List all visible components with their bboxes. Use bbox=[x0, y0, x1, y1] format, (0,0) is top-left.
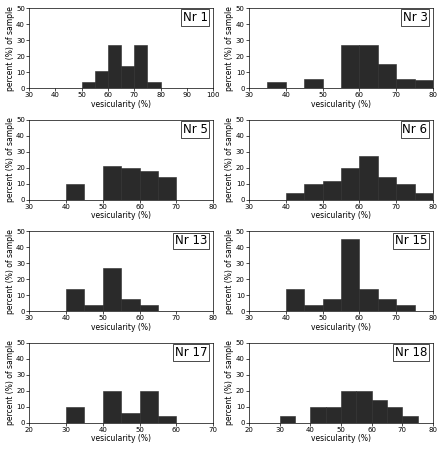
Bar bbox=[372, 401, 387, 423]
Y-axis label: percent (%) of sample: percent (%) of sample bbox=[225, 229, 234, 314]
Bar bbox=[140, 171, 158, 200]
Bar bbox=[396, 305, 415, 311]
Bar bbox=[140, 391, 158, 423]
Bar bbox=[140, 305, 158, 311]
Bar bbox=[286, 289, 304, 311]
Y-axis label: percent (%) of sample: percent (%) of sample bbox=[225, 117, 234, 202]
Bar bbox=[103, 391, 121, 423]
Text: Nr 15: Nr 15 bbox=[395, 234, 427, 247]
Bar bbox=[415, 80, 433, 88]
Text: Nr 5: Nr 5 bbox=[183, 123, 208, 136]
Bar bbox=[103, 268, 121, 311]
Bar bbox=[66, 289, 84, 311]
Bar bbox=[310, 407, 326, 423]
X-axis label: vesicularity (%): vesicularity (%) bbox=[311, 323, 371, 332]
Bar bbox=[326, 407, 341, 423]
Bar bbox=[121, 168, 140, 200]
Bar bbox=[402, 417, 418, 423]
Y-axis label: percent (%) of sample: percent (%) of sample bbox=[225, 340, 234, 425]
Bar bbox=[84, 305, 103, 311]
Bar bbox=[280, 417, 295, 423]
X-axis label: vesicularity (%): vesicularity (%) bbox=[91, 211, 151, 220]
Y-axis label: percent (%) of sample: percent (%) of sample bbox=[6, 340, 15, 425]
X-axis label: vesicularity (%): vesicularity (%) bbox=[311, 211, 371, 220]
Bar bbox=[286, 194, 304, 200]
Bar bbox=[387, 407, 402, 423]
Text: Nr 3: Nr 3 bbox=[403, 11, 427, 24]
Bar bbox=[341, 45, 359, 88]
Y-axis label: percent (%) of sample: percent (%) of sample bbox=[6, 117, 15, 202]
Bar bbox=[341, 239, 359, 311]
Bar bbox=[304, 79, 323, 88]
Bar bbox=[359, 289, 378, 311]
X-axis label: vesicularity (%): vesicularity (%) bbox=[311, 100, 371, 109]
Text: Nr 6: Nr 6 bbox=[402, 123, 427, 136]
Y-axis label: percent (%) of sample: percent (%) of sample bbox=[225, 6, 234, 91]
Bar bbox=[359, 45, 378, 88]
Text: Nr 17: Nr 17 bbox=[175, 346, 208, 359]
Bar bbox=[323, 180, 341, 200]
Bar bbox=[359, 157, 378, 200]
Y-axis label: percent (%) of sample: percent (%) of sample bbox=[6, 6, 15, 91]
Bar bbox=[108, 45, 121, 88]
Bar bbox=[415, 194, 433, 200]
Bar bbox=[268, 82, 286, 88]
Bar bbox=[396, 79, 415, 88]
Bar bbox=[103, 166, 121, 200]
Bar bbox=[378, 177, 396, 200]
Bar bbox=[396, 184, 415, 200]
Text: Nr 1: Nr 1 bbox=[183, 11, 208, 24]
Bar bbox=[158, 177, 176, 200]
Bar bbox=[304, 305, 323, 311]
Bar bbox=[82, 82, 95, 88]
Bar bbox=[158, 417, 176, 423]
Bar bbox=[341, 168, 359, 200]
Bar bbox=[323, 299, 341, 311]
Bar bbox=[121, 413, 140, 423]
X-axis label: vesicularity (%): vesicularity (%) bbox=[91, 100, 151, 109]
Text: Nr 13: Nr 13 bbox=[175, 234, 208, 247]
Bar bbox=[121, 66, 134, 88]
Bar bbox=[66, 407, 84, 423]
Bar bbox=[121, 299, 140, 311]
Text: Nr 18: Nr 18 bbox=[395, 346, 427, 359]
X-axis label: vesicularity (%): vesicularity (%) bbox=[91, 323, 151, 332]
Bar bbox=[341, 391, 356, 423]
Bar bbox=[66, 184, 84, 200]
Bar bbox=[378, 299, 396, 311]
Bar bbox=[148, 82, 160, 88]
Y-axis label: percent (%) of sample: percent (%) of sample bbox=[6, 229, 15, 314]
Bar bbox=[356, 391, 372, 423]
Bar bbox=[378, 64, 396, 88]
X-axis label: vesicularity (%): vesicularity (%) bbox=[91, 435, 151, 444]
Bar bbox=[95, 70, 108, 88]
Bar bbox=[134, 45, 148, 88]
Bar bbox=[304, 184, 323, 200]
X-axis label: vesicularity (%): vesicularity (%) bbox=[311, 435, 371, 444]
